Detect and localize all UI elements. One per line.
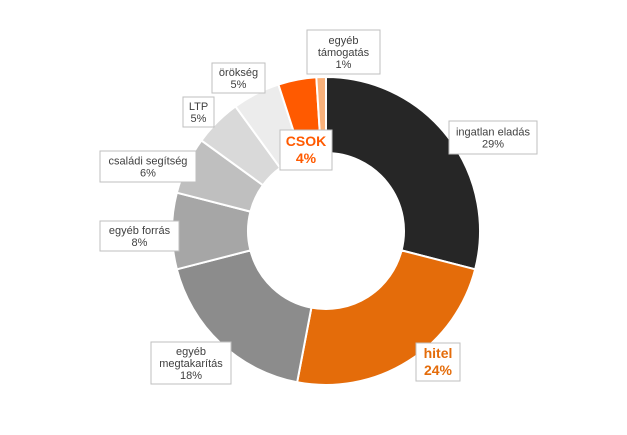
label-box-csaladi <box>99 150 197 183</box>
label-text-orokseg: örökség <box>219 67 258 79</box>
label-box-csok <box>279 129 333 171</box>
label-text-ingatlan: ingatlan eladás <box>456 127 531 139</box>
label-box-orokseg <box>211 62 266 94</box>
value-tamogatas: 1% <box>336 59 352 71</box>
value-ingatlan: 29% <box>482 139 504 151</box>
slice-hitel <box>295 249 477 386</box>
value-csok: 4% <box>296 150 317 166</box>
label-text-megtakaritas: megtakarítás <box>159 358 223 370</box>
value-forras: 8% <box>132 237 148 249</box>
label-text-csaladi: családi segítség <box>109 156 188 168</box>
label-box-megtakaritas <box>150 341 232 385</box>
slice-megtakaritas <box>175 249 313 384</box>
value-hitel: 24% <box>424 362 453 378</box>
label-box-tamogatas <box>306 29 381 75</box>
label-text-csok: CSOK <box>286 133 326 149</box>
label-box-ingatlan <box>448 120 538 155</box>
value-orokseg: 5% <box>231 79 247 91</box>
label-box-hitel <box>415 342 461 382</box>
label-text-ltp: LTP <box>189 101 208 113</box>
label-text-tamogatas: támogatás <box>318 47 370 59</box>
slice-ingatlan <box>325 75 481 271</box>
label-text-hitel: hitel <box>424 345 453 361</box>
donut-slices <box>171 75 481 386</box>
slice-labels: ingatlan eladás29%hitel24%egyébmegtakarí… <box>99 29 538 385</box>
label-box-forras <box>99 220 180 252</box>
value-csaladi: 6% <box>140 168 156 180</box>
label-text-tamogatas: egyéb <box>329 35 359 47</box>
value-ltp: 5% <box>191 113 207 125</box>
label-text-forras: egyéb forrás <box>109 225 171 237</box>
value-megtakaritas: 18% <box>180 370 202 382</box>
label-box-ltp <box>182 96 215 128</box>
label-text-megtakaritas: egyéb <box>176 346 206 358</box>
